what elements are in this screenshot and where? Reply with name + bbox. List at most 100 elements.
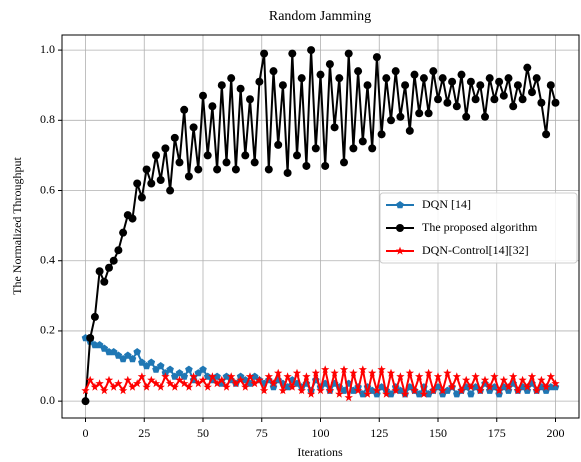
marker (255, 375, 264, 384)
marker (86, 333, 95, 342)
marker (264, 372, 273, 381)
marker (90, 382, 100, 391)
legend-marker (396, 201, 404, 209)
marker (231, 165, 240, 174)
marker (358, 365, 367, 374)
marker (363, 81, 372, 90)
marker (368, 144, 377, 153)
marker (546, 81, 555, 90)
marker (527, 372, 537, 381)
x-axis-title: Iterations (297, 445, 343, 459)
marker (147, 375, 156, 384)
marker (485, 382, 494, 391)
marker (354, 67, 363, 76)
marker (340, 158, 348, 167)
marker (405, 126, 414, 135)
marker (292, 368, 302, 377)
marker (199, 365, 207, 373)
marker (429, 67, 438, 76)
marker (335, 74, 344, 83)
marker (250, 372, 259, 380)
marker (377, 383, 386, 391)
marker (368, 386, 376, 394)
marker (114, 246, 123, 255)
marker (316, 70, 325, 79)
marker (452, 372, 461, 381)
marker (297, 386, 306, 395)
marker (485, 74, 494, 83)
marker (274, 140, 283, 149)
marker (358, 137, 367, 146)
marker (307, 46, 316, 55)
marker (391, 67, 400, 76)
marker (81, 397, 90, 406)
marker (518, 95, 527, 104)
marker (128, 214, 137, 223)
marker (321, 365, 330, 374)
marker (316, 386, 325, 395)
marker (213, 165, 222, 174)
marker (443, 368, 452, 377)
marker (114, 379, 123, 388)
marker (278, 386, 288, 395)
marker (532, 74, 541, 83)
marker (152, 151, 160, 160)
marker (311, 368, 320, 377)
marker (448, 77, 457, 86)
marker (133, 179, 142, 188)
marker (245, 372, 255, 381)
marker (147, 179, 156, 188)
marker (175, 158, 184, 167)
marker (297, 74, 306, 83)
marker (203, 372, 212, 380)
marker (509, 102, 518, 111)
marker (194, 165, 203, 174)
marker (137, 193, 146, 202)
marker (90, 312, 99, 321)
marker (185, 365, 193, 373)
marker (227, 372, 236, 381)
marker (447, 382, 457, 391)
marker (283, 372, 292, 381)
marker (400, 389, 410, 398)
marker (217, 81, 226, 90)
marker (377, 365, 386, 374)
marker (490, 95, 499, 104)
marker (541, 382, 551, 391)
marker (434, 95, 442, 104)
marker (170, 133, 179, 142)
marker (325, 386, 335, 395)
marker (203, 151, 212, 160)
marker (438, 74, 447, 83)
legend-label: DQN-Control[14][32] (422, 243, 529, 257)
marker (128, 355, 137, 363)
marker (481, 112, 489, 121)
marker (387, 390, 395, 398)
marker (100, 277, 109, 286)
marker (340, 386, 348, 394)
marker (288, 382, 297, 391)
marker (222, 158, 231, 167)
marker (330, 123, 339, 132)
marker (217, 375, 226, 384)
marker (212, 379, 222, 388)
marker (532, 386, 541, 395)
marker (114, 351, 123, 359)
marker (203, 382, 212, 391)
marker (433, 372, 443, 381)
marker (241, 382, 250, 391)
marker (410, 70, 419, 79)
marker (95, 267, 104, 276)
marker (189, 372, 198, 381)
marker (231, 379, 241, 388)
marker (213, 372, 221, 380)
marker (372, 53, 381, 62)
marker (494, 386, 504, 395)
marker (311, 144, 320, 153)
marker (278, 81, 287, 90)
marker (344, 393, 353, 402)
marker (236, 375, 245, 384)
marker (396, 372, 405, 381)
marker (151, 379, 161, 388)
